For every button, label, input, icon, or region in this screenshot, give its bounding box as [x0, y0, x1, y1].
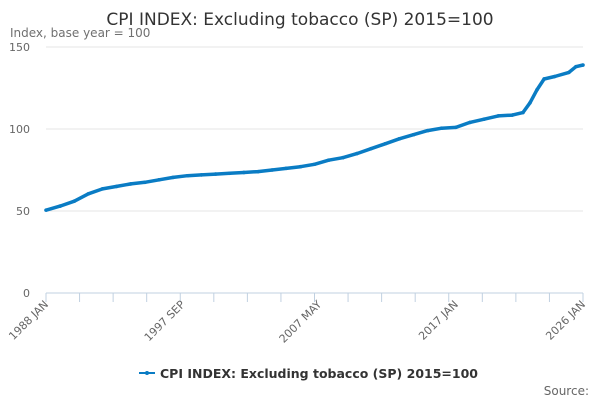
- data-point: [439, 126, 444, 130]
- data-point: [521, 110, 525, 115]
- x-tick-label: 2026 JAN: [543, 298, 588, 343]
- y-tick-label: 100: [9, 123, 30, 136]
- data-point: [100, 187, 105, 191]
- data-point: [213, 172, 218, 176]
- data-point: [468, 120, 472, 125]
- data-point: [425, 128, 430, 133]
- data-point: [528, 100, 532, 105]
- data-point: [298, 164, 303, 169]
- data-point: [114, 184, 119, 189]
- data-point: [535, 87, 539, 92]
- data-point: [482, 117, 486, 121]
- data-point: [143, 180, 147, 185]
- data-point: [454, 125, 458, 130]
- legend-label: CPI INDEX: Excluding tobacco (SP) 2015=1…: [160, 366, 478, 381]
- data-point: [128, 182, 133, 186]
- data-point: [326, 158, 331, 162]
- x-tick-label: 2017 JAN: [416, 298, 461, 343]
- data-point: [199, 173, 204, 177]
- data-point: [574, 64, 578, 69]
- series-line: [45, 63, 584, 212]
- data-point: [397, 137, 402, 141]
- data-point: [411, 132, 416, 137]
- data-point: [86, 191, 91, 196]
- x-tick-label: 1988 JAN: [6, 298, 51, 343]
- legend[interactable]: CPI INDEX: Excluding tobacco (SP) 2015=1…: [139, 366, 478, 381]
- source-label: Source:: [544, 384, 589, 398]
- data-point: [552, 74, 557, 79]
- data-point: [542, 77, 546, 81]
- data-point: [256, 169, 260, 174]
- y-axis-label: Index, base year = 100: [10, 26, 150, 40]
- data-point: [567, 70, 571, 75]
- data-point: [284, 166, 289, 171]
- data-point: [510, 113, 515, 117]
- data-point: [44, 208, 48, 212]
- data-point: [242, 170, 246, 175]
- data-point: [157, 178, 161, 182]
- data-point: [355, 151, 359, 156]
- data-point: [369, 146, 373, 151]
- data-point: [171, 175, 175, 180]
- data-point: [340, 155, 345, 160]
- y-tick-label: 0: [23, 287, 30, 300]
- data-point: [312, 162, 317, 167]
- data-point: [227, 171, 232, 176]
- legend-marker-icon: [145, 371, 149, 375]
- data-point: [72, 199, 77, 203]
- data-point: [270, 168, 274, 172]
- data-point: [581, 63, 585, 67]
- data-point: [496, 114, 501, 118]
- chart-title: CPI INDEX: Excluding tobacco (SP) 2015=1…: [106, 10, 493, 30]
- data-point: [185, 173, 190, 178]
- y-tick-label: 150: [9, 41, 30, 54]
- data-point: [383, 141, 387, 146]
- data-point: [58, 204, 62, 208]
- y-tick-label: 50: [16, 205, 30, 218]
- x-tick-label: 1997 SEP: [142, 298, 188, 344]
- x-tick-label: 2007 MAY: [277, 298, 325, 346]
